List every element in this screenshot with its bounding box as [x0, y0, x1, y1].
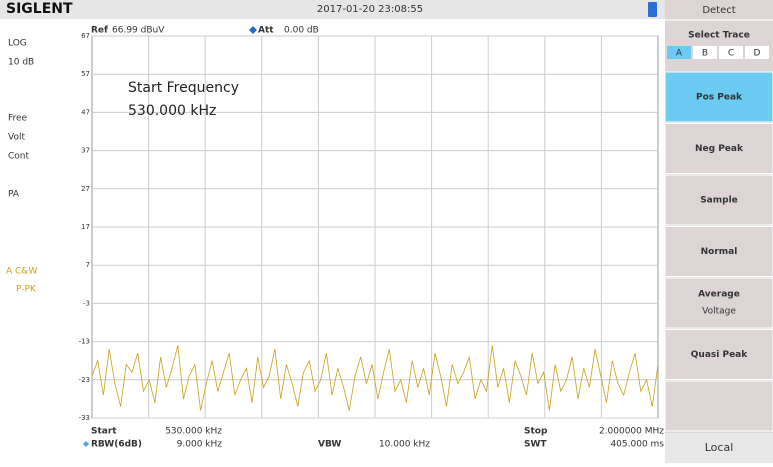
trace-line	[91, 345, 659, 411]
menu-button-label[interactable]: Normal	[701, 247, 738, 257]
menu-button[interactable]	[664, 277, 773, 329]
menu-button[interactable]	[664, 123, 773, 174]
rbw-value: 9.000 kHz	[177, 440, 223, 450]
menu-button[interactable]	[664, 329, 773, 380]
menu-button-label[interactable]: Quasi Peak	[691, 350, 748, 360]
trace-tab[interactable]	[667, 46, 691, 59]
swt-value: 405.000 ms	[610, 440, 664, 450]
y-tick-label: 37	[81, 147, 90, 155]
start-label: Start	[91, 427, 117, 437]
stop-value: 2.000000 MHz	[599, 427, 664, 437]
detector-unit: Volt	[8, 133, 25, 143]
menu-button-label[interactable]: Sample	[700, 196, 738, 206]
datetime: 2017-01-20 23:08:55	[317, 4, 423, 15]
menu-button[interactable]	[664, 226, 773, 277]
rbw-marker	[83, 441, 89, 447]
ref-label: Ref	[91, 26, 108, 36]
trig: Free	[8, 114, 28, 124]
trace-tab-label[interactable]: D	[754, 49, 761, 59]
rbw-label: RBW(6dB)	[91, 440, 142, 450]
vbw-value: 10.000 kHz	[379, 440, 430, 450]
trace-tab-label[interactable]: B	[702, 49, 708, 59]
y-tick-label: 57	[81, 70, 90, 78]
att-marker	[249, 26, 257, 34]
menu-button-label[interactable]: Neg Peak	[695, 144, 744, 154]
y-tick-label: -3	[83, 299, 90, 307]
menu-title: Detect	[702, 5, 735, 16]
att-label: Att	[258, 26, 274, 36]
y-tick-label: 47	[81, 108, 90, 116]
local-label[interactable]: Local	[705, 441, 734, 454]
menu-button[interactable]	[664, 174, 773, 226]
trace-detect: P-PK	[16, 285, 37, 295]
trace-mode: A C&W	[6, 267, 37, 277]
local-button[interactable]	[665, 433, 773, 463]
swt-label: SWT	[524, 440, 547, 450]
trace-tab[interactable]	[719, 46, 743, 59]
y-tick-label: 17	[81, 223, 90, 231]
annotation: 530.000 kHz	[128, 103, 216, 119]
preamp: PA	[8, 190, 20, 200]
scale-type: LOG	[8, 39, 27, 49]
vbw-label: VBW	[318, 440, 341, 450]
y-tick-label: 67	[81, 32, 90, 40]
sweep: Cont	[8, 152, 29, 162]
y-tick-label: 7	[86, 261, 90, 269]
stop-label: Stop	[524, 427, 548, 437]
y-tick-label: -13	[79, 338, 90, 346]
battery-icon	[648, 2, 657, 17]
select-trace-label: Select Trace	[688, 31, 750, 41]
annotation: Start Frequency	[128, 80, 239, 96]
y-tick-label: -33	[79, 414, 90, 422]
trace-tab[interactable]	[693, 46, 717, 59]
y-tick-label: 27	[81, 185, 90, 193]
trace-tab[interactable]	[745, 46, 769, 59]
ref-value: 66.99 dBuV	[112, 26, 165, 36]
att-value: 0.00 dB	[284, 26, 319, 36]
menu-button-label[interactable]: Pos Peak	[696, 93, 743, 103]
trace-tab-label[interactable]: C	[728, 49, 734, 59]
logo: SIGLENT	[6, 1, 73, 17]
top-bar	[0, 0, 665, 19]
scale-div: 10 dB	[8, 58, 34, 68]
trace-tab-label[interactable]: A	[676, 49, 683, 59]
y-tick-label: -23	[79, 376, 90, 384]
start-value: 530.000 kHz	[165, 427, 222, 437]
menu-button[interactable]	[664, 71, 773, 123]
menu-button-sub[interactable]: Voltage	[702, 307, 736, 317]
menu-button[interactable]	[664, 380, 773, 432]
menu-button-label[interactable]: Average	[698, 290, 740, 300]
